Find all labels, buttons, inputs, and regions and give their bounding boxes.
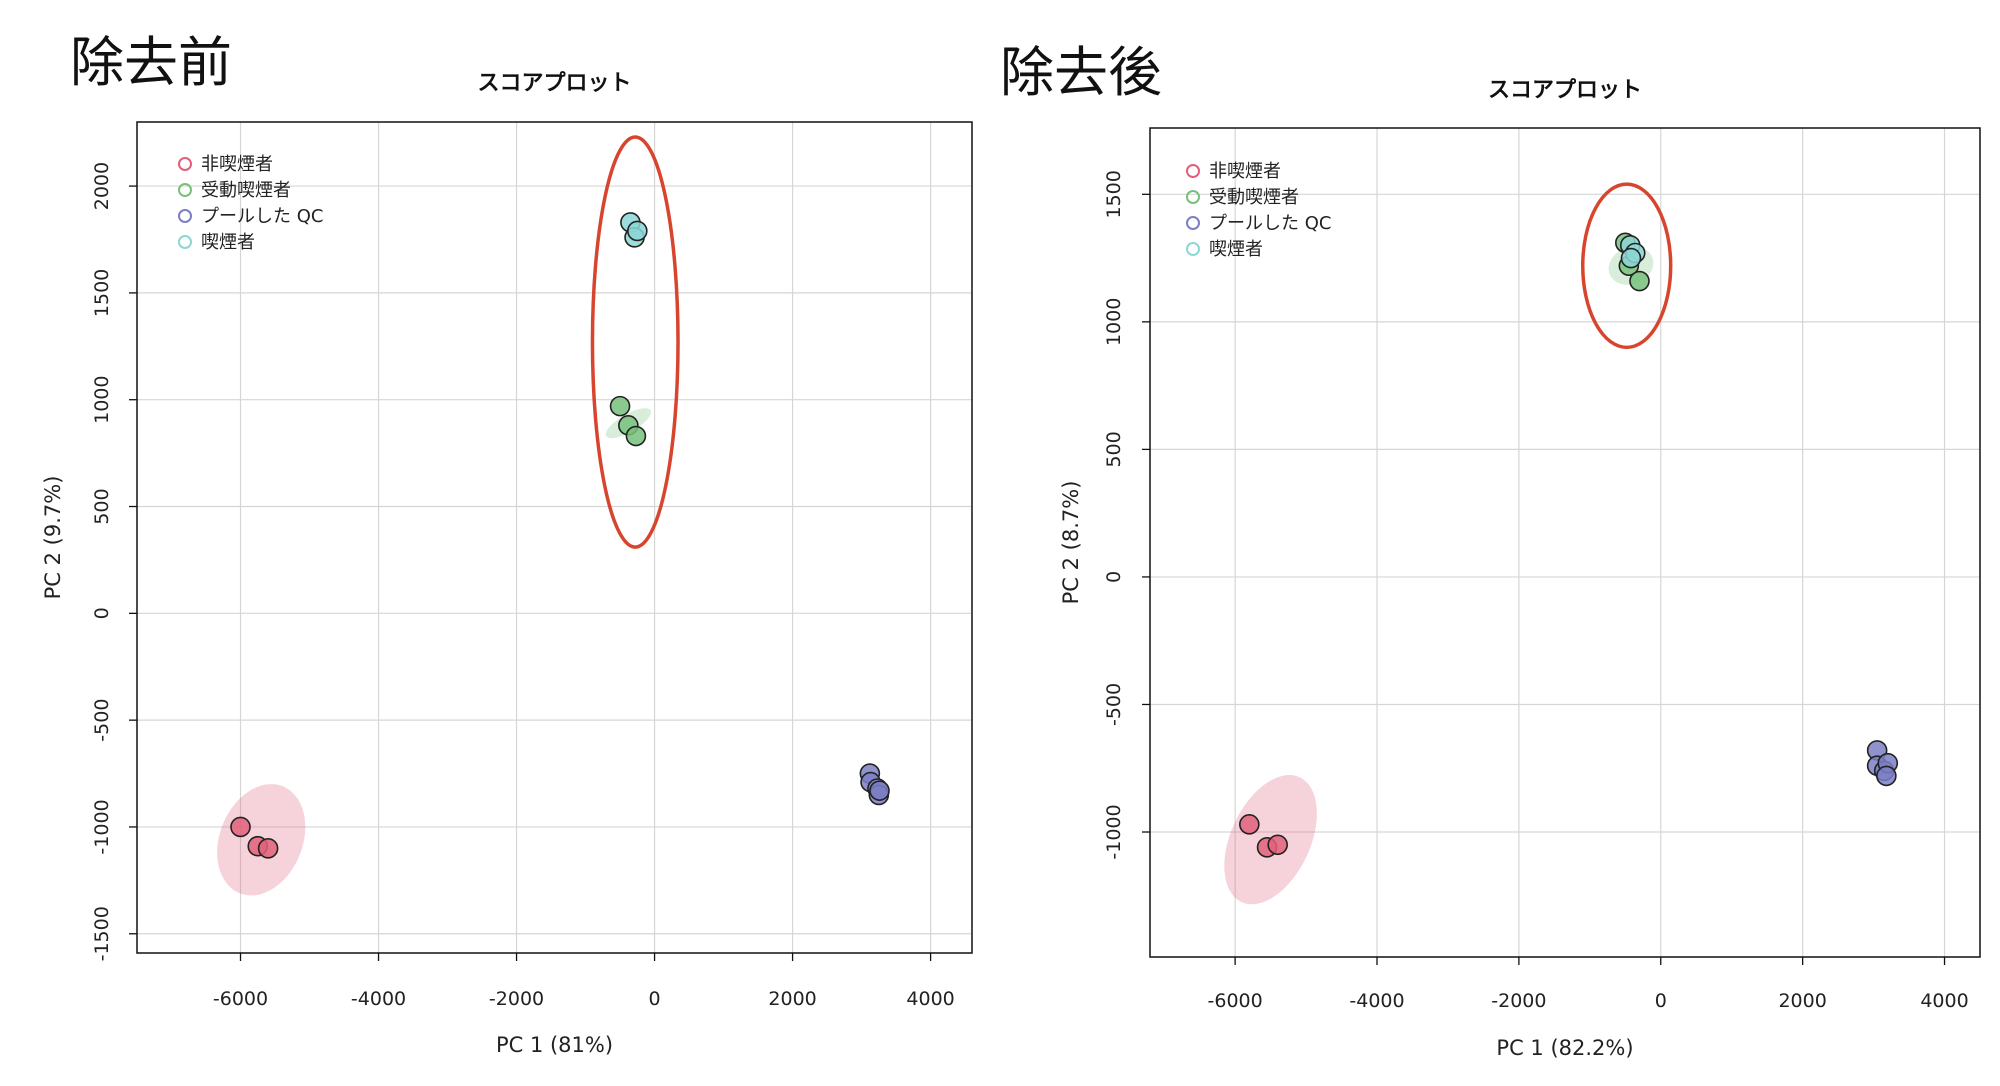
y-axis-label: PC 2 (8.7%) bbox=[1059, 481, 1083, 605]
data-point bbox=[1876, 765, 1897, 787]
plot-border bbox=[136, 121, 973, 954]
x-tick-label: 0 bbox=[1655, 990, 1667, 1012]
chart-panel-2: -6000 -4000 -2000 0 2000 4000 -1000 -500 0 500 100… bbox=[1059, 78, 1981, 1060]
y-axis-label: PC 2 (9.7%) bbox=[41, 476, 65, 600]
x-tick-label: -2000 bbox=[1491, 990, 1546, 1012]
y-tick-label: 0 bbox=[91, 607, 113, 619]
chart-title: スコアプロット bbox=[477, 71, 631, 96]
x-axis-label: PC 1 (82.2%) bbox=[1496, 1036, 1633, 1060]
highlight-ellipse bbox=[1580, 182, 1673, 350]
y-tick-label: 2000 bbox=[91, 162, 113, 210]
legend-marker bbox=[178, 157, 192, 171]
y-tick-label: 1500 bbox=[1103, 170, 1125, 218]
y-tick-label: -1000 bbox=[1103, 804, 1125, 859]
data-point bbox=[1629, 270, 1650, 292]
y-tick-label: 0 bbox=[1103, 571, 1125, 583]
x-tick-label: -6000 bbox=[213, 988, 268, 1010]
y-tick-label: 1000 bbox=[1103, 298, 1125, 346]
y-tick-label: 1000 bbox=[91, 376, 113, 424]
legend-label: プールした QC bbox=[1209, 213, 1331, 234]
legend-marker bbox=[1186, 164, 1200, 178]
legend-marker bbox=[178, 209, 192, 223]
x-tick-label: -4000 bbox=[351, 988, 406, 1010]
x-tick-label: 2000 bbox=[768, 988, 816, 1010]
x-tick-label: 2000 bbox=[1778, 990, 1826, 1012]
plot-border bbox=[1149, 127, 1981, 958]
legend-label: 受動喫煙者 bbox=[1209, 187, 1299, 208]
legend-marker bbox=[178, 183, 192, 197]
data-point bbox=[1620, 247, 1642, 269]
data-point bbox=[609, 395, 631, 417]
legend-label: 喫煙者 bbox=[1209, 239, 1263, 260]
data-point bbox=[627, 220, 648, 242]
y-tick-label: 1500 bbox=[91, 269, 113, 317]
legend-label: 喫煙者 bbox=[201, 232, 255, 253]
y-tick-label: -500 bbox=[91, 699, 113, 742]
legend-marker bbox=[178, 235, 192, 249]
x-tick-label: -4000 bbox=[1349, 990, 1404, 1012]
legend-marker bbox=[1186, 216, 1200, 230]
x-tick-label: 4000 bbox=[906, 988, 954, 1010]
y-tick-label: 500 bbox=[1103, 431, 1125, 467]
x-tick-label: -6000 bbox=[1208, 990, 1263, 1012]
y-tick-label: -500 bbox=[1103, 683, 1125, 726]
legend-label: 受動喫煙者 bbox=[201, 180, 291, 201]
data-point bbox=[869, 780, 890, 801]
chart-panel-1: -6000 -4000 -2000 0 2000 4000 -1500 -1000 -500 0 5… bbox=[41, 71, 973, 1057]
panel-heading-before: 除去前 bbox=[70, 31, 232, 94]
legend-label: 非喫煙者 bbox=[1209, 161, 1281, 182]
x-axis-label: PC 1 (81%) bbox=[496, 1033, 613, 1057]
y-tick-label: -1500 bbox=[91, 906, 113, 961]
data-point bbox=[257, 838, 279, 859]
x-tick-label: -2000 bbox=[489, 988, 544, 1010]
data-point bbox=[230, 816, 251, 838]
legend-label: プールした QC bbox=[201, 206, 323, 227]
highlight-ellipse bbox=[590, 135, 680, 549]
data-point bbox=[1267, 834, 1288, 856]
panel-heading-after: 除去後 bbox=[1000, 41, 1162, 104]
x-tick-label: 4000 bbox=[1920, 990, 1968, 1012]
y-tick-label: 500 bbox=[91, 488, 113, 524]
data-point bbox=[1239, 814, 1260, 835]
legend-marker bbox=[1186, 242, 1200, 256]
y-tick-label: -1000 bbox=[91, 799, 113, 854]
x-tick-label: 0 bbox=[649, 988, 661, 1010]
chart-title: スコアプロット bbox=[1488, 78, 1642, 103]
data-point bbox=[625, 425, 647, 447]
legend-marker bbox=[1186, 190, 1200, 204]
legend-label: 非喫煙者 bbox=[201, 154, 273, 175]
